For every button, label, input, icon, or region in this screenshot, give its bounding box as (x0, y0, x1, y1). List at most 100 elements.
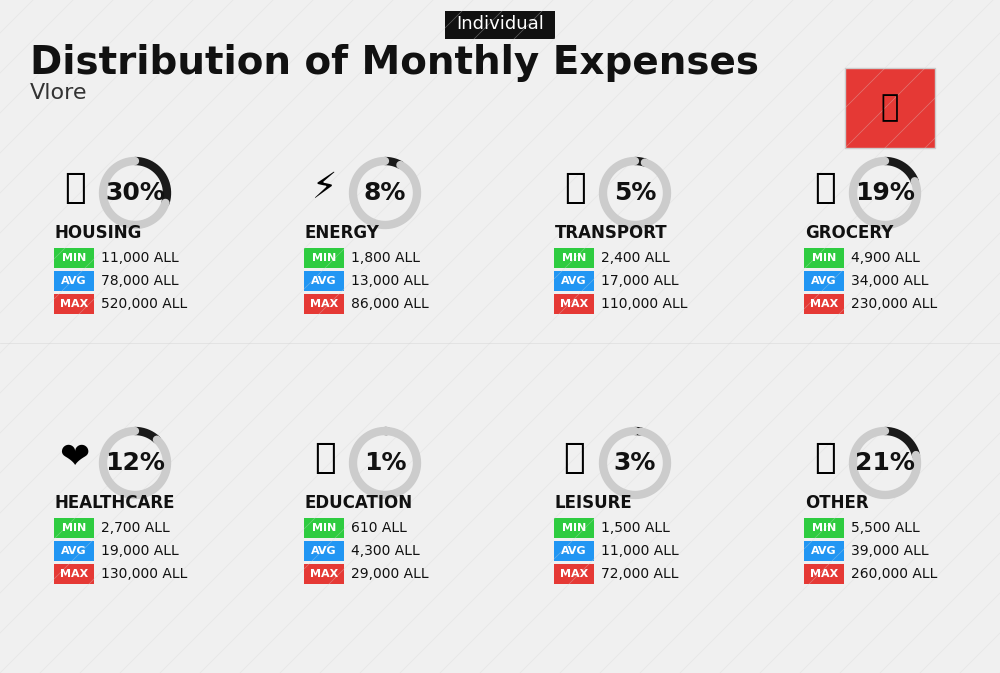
Text: 4,900 ALL: 4,900 ALL (851, 251, 920, 265)
Text: 34,000 ALL: 34,000 ALL (851, 274, 928, 288)
Text: MAX: MAX (310, 569, 338, 579)
Text: 19%: 19% (855, 181, 915, 205)
Text: 2,700 ALL: 2,700 ALL (101, 521, 170, 535)
Text: HEALTHCARE: HEALTHCARE (55, 494, 176, 512)
Text: 39,000 ALL: 39,000 ALL (851, 544, 929, 558)
Text: ❤️: ❤️ (60, 441, 90, 475)
Text: 72,000 ALL: 72,000 ALL (601, 567, 678, 581)
Text: 17,000 ALL: 17,000 ALL (601, 274, 679, 288)
FancyBboxPatch shape (54, 541, 94, 561)
Text: AVG: AVG (561, 276, 587, 286)
Text: MIN: MIN (312, 523, 336, 533)
FancyBboxPatch shape (54, 248, 94, 268)
Text: MIN: MIN (62, 253, 86, 263)
FancyBboxPatch shape (554, 294, 594, 314)
Text: GROCERY: GROCERY (805, 224, 893, 242)
Text: 21%: 21% (855, 451, 915, 475)
Text: AVG: AVG (61, 546, 87, 556)
FancyBboxPatch shape (445, 11, 555, 39)
Text: 💰: 💰 (814, 441, 836, 475)
Text: EDUCATION: EDUCATION (305, 494, 413, 512)
Text: 610 ALL: 610 ALL (351, 521, 407, 535)
FancyBboxPatch shape (804, 248, 844, 268)
Text: MIN: MIN (62, 523, 86, 533)
Text: MIN: MIN (562, 253, 586, 263)
Text: 13,000 ALL: 13,000 ALL (351, 274, 429, 288)
FancyBboxPatch shape (304, 541, 344, 561)
Text: 4,300 ALL: 4,300 ALL (351, 544, 420, 558)
Text: AVG: AVG (811, 276, 837, 286)
FancyBboxPatch shape (554, 271, 594, 291)
Text: 30%: 30% (105, 181, 165, 205)
FancyBboxPatch shape (554, 564, 594, 584)
Text: MAX: MAX (310, 299, 338, 309)
Text: MIN: MIN (312, 253, 336, 263)
FancyBboxPatch shape (554, 248, 594, 268)
Text: 🛍️: 🛍️ (564, 441, 586, 475)
Text: 11,000 ALL: 11,000 ALL (101, 251, 179, 265)
Text: 19,000 ALL: 19,000 ALL (101, 544, 179, 558)
Text: MAX: MAX (560, 569, 588, 579)
Text: ENERGY: ENERGY (305, 224, 380, 242)
FancyBboxPatch shape (304, 248, 344, 268)
Text: Vlore: Vlore (30, 83, 88, 103)
Text: ⚡: ⚡ (312, 171, 338, 205)
FancyBboxPatch shape (304, 518, 344, 538)
Text: MAX: MAX (60, 569, 88, 579)
Text: 1,800 ALL: 1,800 ALL (351, 251, 420, 265)
FancyBboxPatch shape (304, 271, 344, 291)
Text: AVG: AVG (311, 546, 337, 556)
FancyBboxPatch shape (804, 564, 844, 584)
FancyBboxPatch shape (54, 271, 94, 291)
Text: 11,000 ALL: 11,000 ALL (601, 544, 679, 558)
Text: MIN: MIN (562, 523, 586, 533)
FancyBboxPatch shape (804, 294, 844, 314)
FancyBboxPatch shape (804, 541, 844, 561)
Text: TRANSPORT: TRANSPORT (555, 224, 668, 242)
Text: OTHER: OTHER (805, 494, 869, 512)
Text: Individual: Individual (456, 15, 544, 33)
Text: 5,500 ALL: 5,500 ALL (851, 521, 920, 535)
Text: 130,000 ALL: 130,000 ALL (101, 567, 187, 581)
FancyBboxPatch shape (845, 68, 935, 148)
Text: MAX: MAX (810, 569, 838, 579)
FancyBboxPatch shape (554, 518, 594, 538)
FancyBboxPatch shape (804, 271, 844, 291)
Text: MAX: MAX (560, 299, 588, 309)
Text: 2,400 ALL: 2,400 ALL (601, 251, 670, 265)
Text: 86,000 ALL: 86,000 ALL (351, 297, 429, 311)
Text: 78,000 ALL: 78,000 ALL (101, 274, 179, 288)
Text: 🦅: 🦅 (881, 94, 899, 122)
FancyBboxPatch shape (304, 564, 344, 584)
Text: 🎓: 🎓 (314, 441, 336, 475)
Text: AVG: AVG (811, 546, 837, 556)
Text: AVG: AVG (61, 276, 87, 286)
Text: 3%: 3% (614, 451, 656, 475)
Text: AVG: AVG (311, 276, 337, 286)
Text: MAX: MAX (810, 299, 838, 309)
Text: 110,000 ALL: 110,000 ALL (601, 297, 688, 311)
Text: 5%: 5% (614, 181, 656, 205)
Text: 29,000 ALL: 29,000 ALL (351, 567, 429, 581)
Text: 1,500 ALL: 1,500 ALL (601, 521, 670, 535)
FancyBboxPatch shape (54, 518, 94, 538)
FancyBboxPatch shape (554, 541, 594, 561)
Text: 🚌: 🚌 (564, 171, 586, 205)
Text: LEISURE: LEISURE (555, 494, 633, 512)
Text: 230,000 ALL: 230,000 ALL (851, 297, 937, 311)
Text: 260,000 ALL: 260,000 ALL (851, 567, 937, 581)
Text: 🛒: 🛒 (814, 171, 836, 205)
FancyBboxPatch shape (804, 518, 844, 538)
Text: 1%: 1% (364, 451, 406, 475)
FancyBboxPatch shape (304, 294, 344, 314)
Text: 8%: 8% (364, 181, 406, 205)
FancyBboxPatch shape (54, 564, 94, 584)
FancyBboxPatch shape (54, 294, 94, 314)
Text: MIN: MIN (812, 253, 836, 263)
Text: MIN: MIN (812, 523, 836, 533)
Text: MAX: MAX (60, 299, 88, 309)
Text: AVG: AVG (561, 546, 587, 556)
Text: HOUSING: HOUSING (55, 224, 142, 242)
Text: 🏢: 🏢 (64, 171, 86, 205)
Text: 520,000 ALL: 520,000 ALL (101, 297, 187, 311)
